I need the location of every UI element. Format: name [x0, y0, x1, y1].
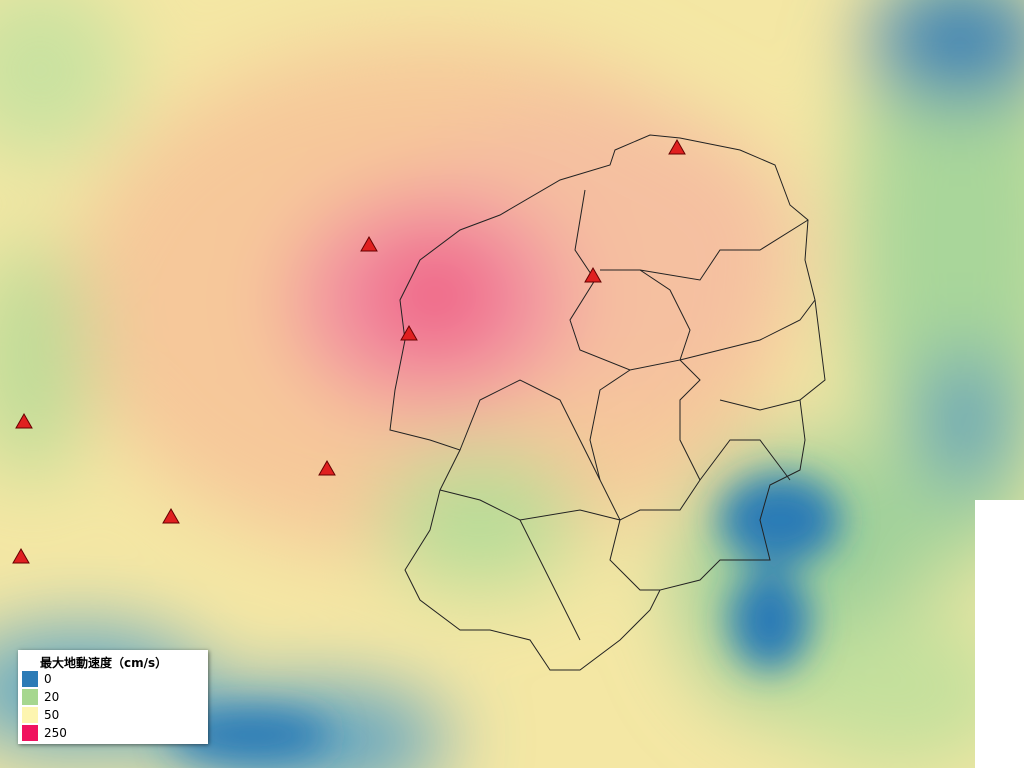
legend-label: 20: [44, 690, 60, 704]
legend-label: 50: [44, 708, 60, 722]
legend-title: 最大地動速度（cm/s）: [40, 656, 168, 670]
legend: 最大地動速度（cm/s） 0 20 50 250: [18, 650, 208, 744]
sea: [975, 500, 1024, 768]
legend-item: 0: [18, 670, 208, 688]
volcano-markers: [12, 138, 686, 564]
legend-item: 20: [18, 688, 208, 706]
legend-swatch: [22, 689, 38, 705]
boundaries: [389, 134, 826, 671]
legend-swatch: [22, 671, 38, 687]
low-zones: [170, 475, 840, 760]
legend-item: 50: [18, 706, 208, 724]
legend-label: 250: [44, 726, 67, 740]
legend-swatch: [22, 707, 38, 723]
legend-item: 250: [18, 724, 208, 742]
legend-swatch: [22, 725, 38, 741]
legend-label: 0: [44, 672, 52, 686]
